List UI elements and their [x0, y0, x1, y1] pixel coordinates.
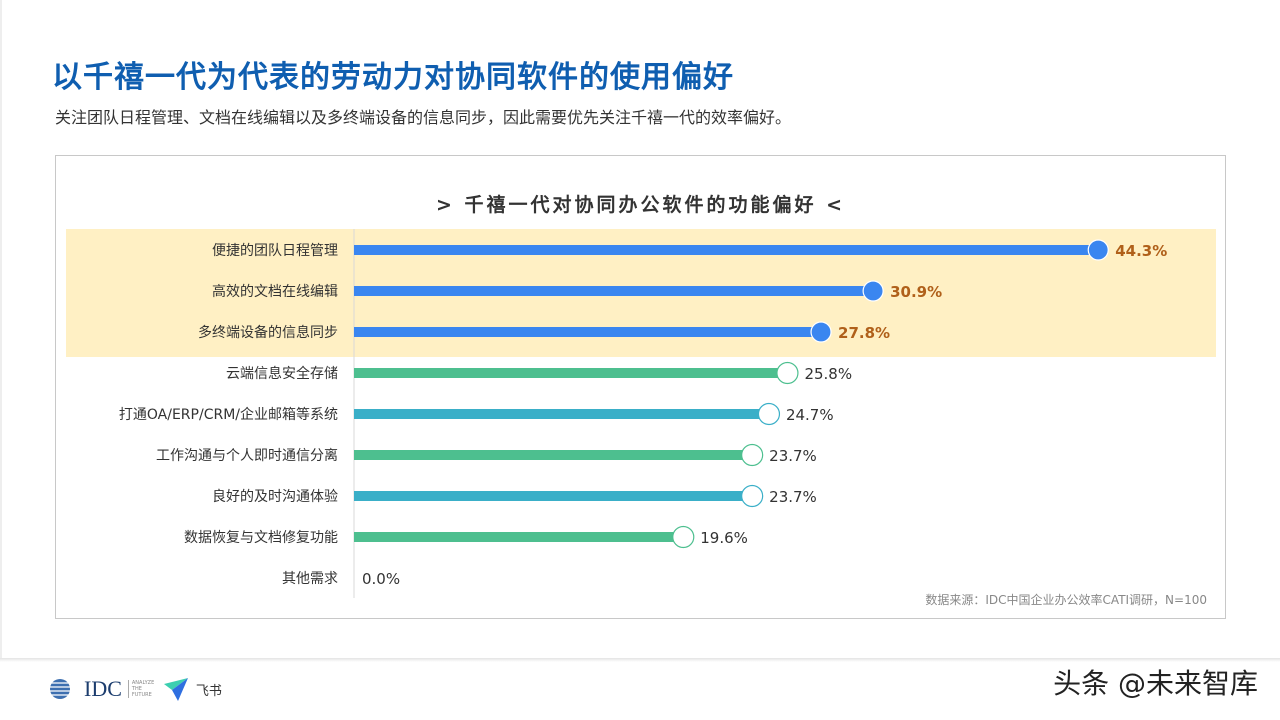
category-label: 工作沟通与个人即时通信分离 [156, 447, 338, 464]
footer-logos: IDC ANALYZE THE FUTURE 飞书 [42, 676, 222, 702]
bar-end-marker [672, 525, 695, 549]
chart-panel: > 千禧一代对协同办公软件的功能偏好 < 便捷的团队日程管理 44.3% 高效的文档… [55, 155, 1226, 619]
category-label: 良好的及时沟通体验 [212, 489, 338, 505]
bar [354, 491, 753, 501]
category-label: 高效的文档在线编辑 [212, 283, 338, 300]
value-label: 27.8% [838, 324, 890, 342]
value-label: 19.6% [700, 529, 748, 547]
bar-end-marker [741, 484, 764, 508]
bar [354, 327, 822, 337]
idc-logo: IDC [84, 676, 122, 701]
slide-edge [0, 0, 2, 660]
bar [354, 450, 753, 460]
category-label: 云端信息安全存储 [226, 365, 338, 382]
feishu-plane-icon [163, 678, 188, 701]
value-label: 23.7% [769, 488, 817, 506]
category-label: 数据恢复与文档修复功能 [184, 529, 338, 546]
watermark: 头条 @未来智库 [1053, 667, 1258, 700]
value-label: 25.8% [804, 365, 852, 383]
bar-end-marker [741, 443, 764, 467]
category-label: 打通OA/ERP/CRM/企业邮箱等系统 [119, 406, 338, 423]
bar-end-marker [757, 402, 781, 426]
value-label: 23.7% [769, 447, 817, 465]
bar-chart: 便捷的团队日程管理 44.3% 高效的文档在线编辑 30.9% 多终端设备的信息同步 27… [66, 229, 1216, 598]
bar [354, 286, 874, 296]
category-label: 多终端设备的信息同步 [198, 324, 338, 341]
category-label: 便捷的团队日程管理 [212, 243, 338, 259]
feishu-logo: 飞书 [195, 683, 222, 699]
value-label: 24.7% [786, 406, 834, 424]
data-source: 数据来源：IDC中国企业办公效率CATI调研，N=100 [925, 593, 1207, 607]
bar [354, 532, 684, 542]
bar [354, 368, 788, 378]
bar-end-marker [776, 361, 799, 385]
footer-divider [0, 658, 1280, 662]
category-label: 其他需求 [282, 571, 338, 587]
bar-end-marker [810, 321, 832, 343]
page-subtitle: 关注团队日程管理、文档在线编辑以及多终端设备的信息同步，因此需要优先关注千禧一代… [55, 108, 792, 127]
bar [354, 245, 1099, 255]
value-label: 30.9% [890, 283, 942, 301]
bar [354, 409, 769, 419]
page-title: 以千禧一代为代表的劳动力对协同软件的使用偏好 [52, 60, 734, 95]
bar-end-marker [862, 280, 884, 302]
value-label: 0.0% [362, 570, 400, 588]
idc-globe-icon [42, 679, 78, 699]
chart-title: > 千禧一代对协同办公软件的功能偏好 < [435, 194, 846, 216]
idc-tagline: ANALYZE THE FUTURE [127, 680, 156, 698]
bar-end-marker [1087, 239, 1109, 261]
value-label: 44.3% [1115, 242, 1167, 260]
